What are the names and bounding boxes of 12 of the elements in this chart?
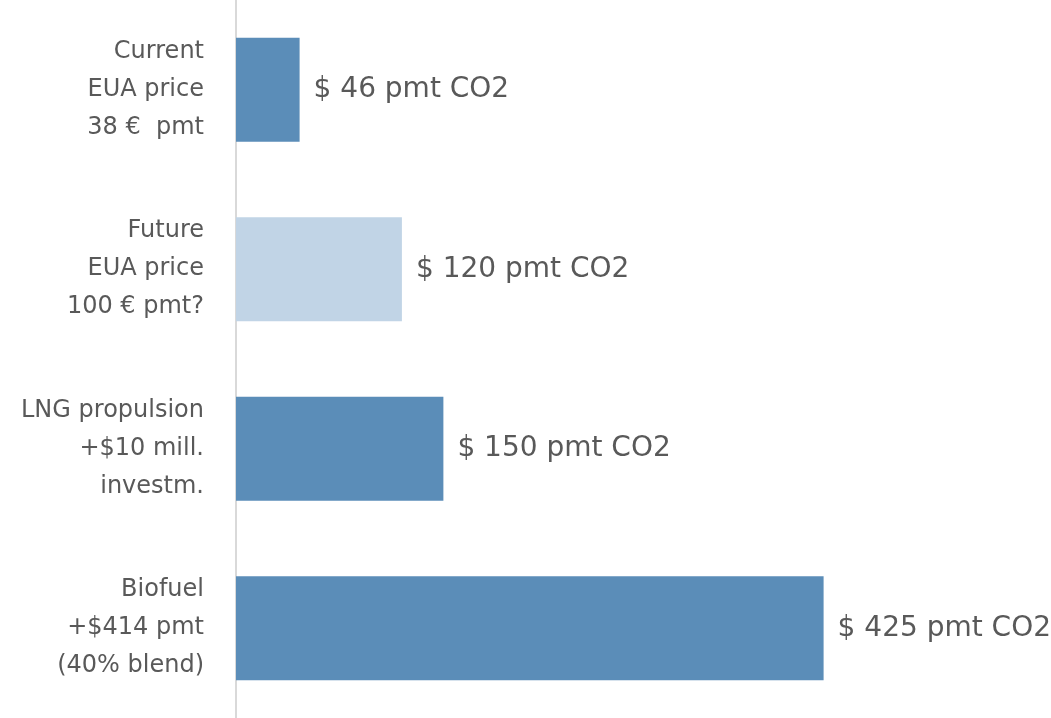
y-tick-label: Biofuel +$414 pmt (40% blend) (57, 574, 204, 679)
y-tick-label: Current EUA price 38 € pmt (87, 35, 204, 140)
y-tick-label: Future EUA price 100 € pmt? (66, 215, 204, 320)
data-label: $ 120 pmt CO2 (415, 250, 630, 284)
y-tick-label: LNG propulsion +$10 mill. investm. (21, 394, 204, 499)
data-label: $ 150 pmt CO2 (457, 430, 671, 464)
data-label: $ 425 pmt CO2 (837, 609, 1051, 643)
data-label: $ 46 pmt CO2 (313, 71, 510, 105)
bar (236, 37, 300, 142)
bar (236, 396, 444, 501)
bar (236, 576, 824, 681)
bar (236, 217, 402, 322)
